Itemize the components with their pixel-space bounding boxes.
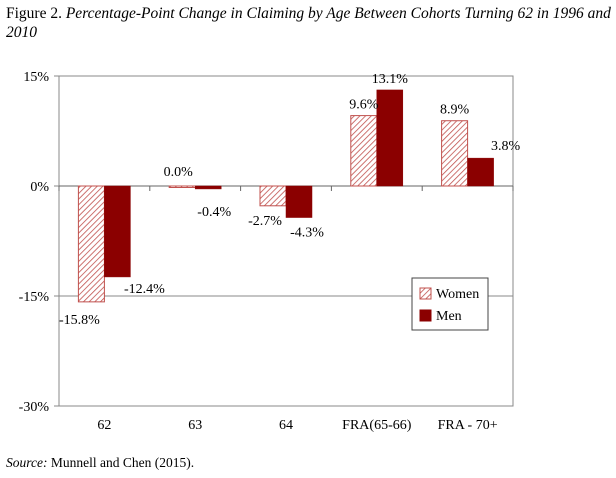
- bar-men: [285, 185, 313, 218]
- bar-men: [104, 185, 131, 278]
- bar-men: [376, 89, 404, 187]
- legend-label-men: Men: [436, 309, 462, 324]
- legend-swatch-men: [419, 309, 432, 322]
- legend: Women Men: [411, 277, 489, 331]
- data-label-men: -12.4%: [124, 282, 165, 297]
- x-tick-label: 63: [188, 418, 202, 433]
- y-tick-label: -15%: [19, 290, 50, 305]
- x-tick-label: 62: [97, 418, 111, 433]
- source-text: Munnell and Chen (2015).: [50, 455, 195, 470]
- data-label-men: -4.3%: [290, 226, 324, 241]
- caption-lead: Figure 2.: [6, 5, 62, 22]
- bar-women: [350, 115, 378, 187]
- bar-men: [467, 157, 494, 187]
- data-label-women: 8.9%: [440, 103, 470, 118]
- bar-women: [441, 120, 469, 187]
- x-tick-label: 64: [279, 418, 293, 433]
- figure-caption: Figure 2. Percentage-Point Change in Cla…: [6, 4, 612, 42]
- source-note: Source: Munnell and Chen (2015).: [6, 455, 194, 471]
- legend-box: [411, 277, 489, 331]
- source-label: Source:: [6, 455, 48, 470]
- bar-women: [259, 185, 287, 207]
- data-label-women: 9.6%: [349, 98, 379, 113]
- y-tick-label: -30%: [19, 400, 50, 415]
- bar-women: [168, 185, 196, 188]
- legend-swatch-women: [419, 287, 432, 300]
- data-label-men: 13.1%: [372, 72, 409, 87]
- data-label-men: -0.4%: [197, 205, 231, 220]
- x-tick-label: FRA(65-66): [342, 418, 412, 433]
- bar-women: [77, 185, 105, 303]
- bar-men: [194, 185, 222, 190]
- data-label-women: 0.0%: [164, 165, 194, 180]
- x-tick-label: FRA - 70+: [438, 418, 498, 433]
- caption-title: Percentage-Point Change in Claiming by A…: [6, 5, 611, 41]
- legend-label-women: Women: [436, 287, 479, 302]
- data-label-women: -2.7%: [248, 214, 282, 229]
- y-tick-label: 15%: [23, 70, 49, 85]
- y-tick-label: 0%: [30, 180, 49, 195]
- data-label-men: 3.8%: [491, 139, 521, 154]
- data-label-women: -15.8%: [59, 313, 100, 328]
